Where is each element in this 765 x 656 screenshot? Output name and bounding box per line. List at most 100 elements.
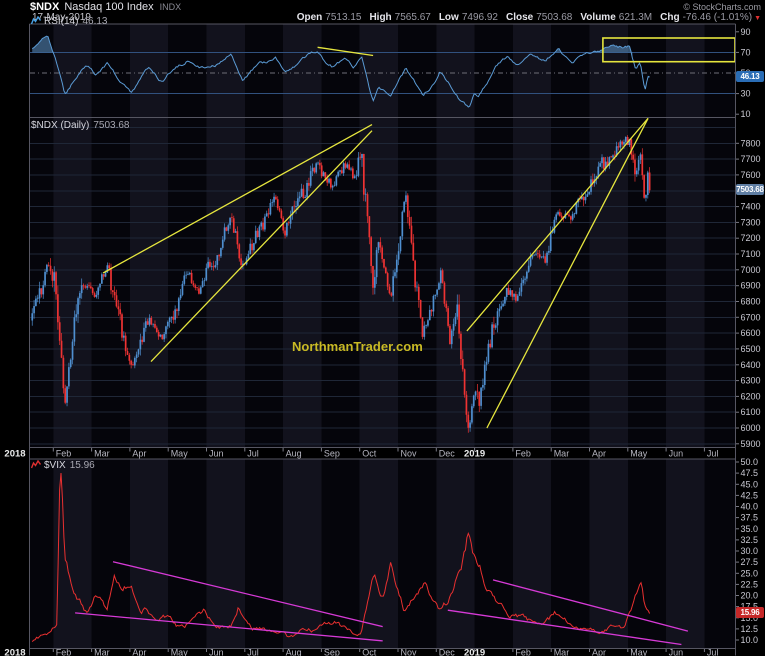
y-axis-tick-label: 6400 [741,360,761,370]
y-axis-tick-label: 6000 [741,423,761,433]
month-label: Sep [324,449,340,459]
month-label: 2019 [464,648,485,656]
month-stripe [206,24,245,447]
y-axis-tick-label: 37.5 [741,513,759,523]
month-stripe [30,24,54,447]
month-stripe [436,459,475,648]
month-label: Apr [592,648,606,656]
y-axis-tick-label: 6600 [741,328,761,338]
month-stripe [244,459,284,648]
month-label: Nov [401,449,418,459]
month-label: May [171,449,189,459]
month-label: Jun [669,648,684,656]
month-label: Nov [401,648,418,656]
date-axis-strip [0,447,765,459]
y-axis-tick-label: 6100 [741,407,761,417]
watermark: NorthmanTrader.com [292,339,423,354]
y-axis-tick-label: 90 [741,27,751,37]
chart-header: $NDX Nasdaq 100 Index INDX [30,1,181,13]
quote-label: Low [438,12,459,23]
trendline-annotation [492,579,689,632]
y-axis-tick-label: 7400 [741,202,761,212]
month-label: 2018 [4,648,25,656]
y-axis-tick-label: 47.5 [741,468,759,478]
month-label: Jul [707,449,719,459]
y-axis-tick-label: 50.0 [741,457,759,467]
quote-value: 7503.68 [536,12,573,23]
month-label: Apr [592,449,606,459]
y-axis-tick-label: 32.5 [741,535,759,545]
y-axis-tick-label: 7700 [741,154,761,164]
y-axis-tick-label: 7100 [741,249,761,259]
y-axis-tick-label: 6900 [741,281,761,291]
month-stripe [129,24,169,447]
month-label: May [171,648,189,656]
trendline-annotation [317,46,374,57]
y-axis-tick-label: 27.5 [741,557,759,567]
rsi-indicator-icon [31,16,41,25]
month-label: May [630,449,648,459]
y-axis-tick-label: 7300 [741,217,761,227]
vix-label: $VIX [44,460,66,471]
y-axis-tick-label: 7200 [741,233,761,243]
y-axis-tick-label: 6500 [741,344,761,354]
month-stripe [666,24,705,447]
month-stripe [627,459,667,648]
month-stripe [436,24,475,447]
month-stripe [589,459,628,648]
month-stripe [283,459,322,648]
quote-label: Volume [580,12,616,23]
y-axis-tick-label: 6800 [741,297,761,307]
month-label: Jun [209,648,224,656]
month-label: Sep [324,648,340,656]
month-label: Mar [94,648,110,656]
month-stripe [53,24,92,447]
month-stripe [666,459,705,648]
month-stripe [168,24,207,447]
month-label: Feb [56,648,72,656]
y-axis-tick-label: 45.0 [741,479,759,489]
month-stripe [398,24,437,447]
month-label: Feb [515,648,531,656]
y-axis-tick-label: 7600 [741,170,761,180]
y-axis-tick-label: 7800 [741,138,761,148]
vix-panel-label: $VIX 15.96 [31,460,95,471]
y-axis-tick-label: 30 [741,89,751,99]
month-stripe [551,24,590,447]
y-axis-tick-label: 10.0 [741,635,759,645]
date-axis-strip [0,648,765,656]
month-label: Oct [362,449,377,459]
quote-label: High [369,12,392,23]
month-stripe [91,24,130,447]
trendline-annotation [75,612,383,642]
trendline-annotation [466,117,649,332]
month-label: 2018 [4,449,25,460]
month-stripe [53,459,92,648]
y-axis-tick-label: 25.0 [741,568,759,578]
price-panel-label: $NDX (Daily) 7503.68 [31,120,130,131]
trendline-annotation [112,561,383,628]
month-stripe [283,24,322,447]
y-axis-tick-label: 35.0 [741,524,759,534]
price-last-value-tag: 7503.68 [736,184,764,195]
quote-value: -76.46 (-1.01%) [682,12,753,23]
y-axis-tick-label: 6200 [741,391,761,401]
month-stripe [30,459,54,648]
month-label: Feb [515,449,531,459]
copyright: © StockCharts.com [683,2,761,12]
quote-value: 7565.67 [394,12,431,23]
month-stripe [589,24,628,447]
price-bars-up-bodies [31,137,649,428]
rsi-panel-label: RSI(14) 46.13 [31,16,107,27]
quote-value: 621.3M [618,12,653,23]
trendline-annotation [102,124,373,274]
month-stripe [398,459,437,648]
quote-label: Close [505,12,534,23]
month-stripe [512,459,552,648]
month-label: Oct [362,648,377,656]
month-stripe [359,459,398,648]
y-axis-tick-label: 17.5 [741,602,759,612]
month-label: Jun [669,449,684,459]
